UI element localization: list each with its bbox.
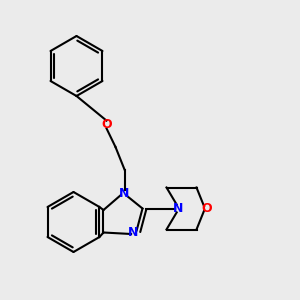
Text: N: N bbox=[173, 202, 184, 215]
Text: O: O bbox=[101, 118, 112, 131]
Text: N: N bbox=[128, 226, 139, 239]
Text: O: O bbox=[202, 202, 212, 215]
Text: N: N bbox=[119, 187, 130, 200]
